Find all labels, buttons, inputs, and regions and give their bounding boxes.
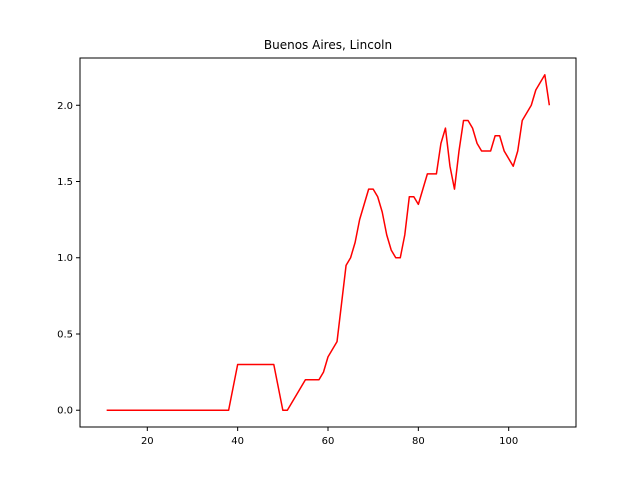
- plot-frame: [79, 57, 577, 428]
- x-tick-label: 100: [499, 436, 518, 447]
- x-tick-label: 60: [322, 436, 335, 447]
- x-tick-label: 20: [141, 436, 154, 447]
- y-tick-label: 2.0: [57, 101, 73, 112]
- series-layer: [106, 74, 551, 411]
- y-tick-label: 1.0: [57, 253, 73, 264]
- y-tick-label: 0.5: [57, 329, 73, 340]
- x-axis: 20 40 60 80 100: [141, 427, 518, 447]
- y-tick-label: 1.5: [57, 177, 73, 188]
- y-axis: 0.0 0.5 1.0 1.5 2.0: [57, 101, 80, 417]
- x-tick-label: 80: [412, 436, 425, 447]
- chart-title: Buenos Aires, Lincoln: [264, 38, 392, 52]
- series-line-0: [106, 74, 551, 411]
- y-tick-label: 0.0: [57, 406, 73, 417]
- x-tick-label: 40: [231, 436, 244, 447]
